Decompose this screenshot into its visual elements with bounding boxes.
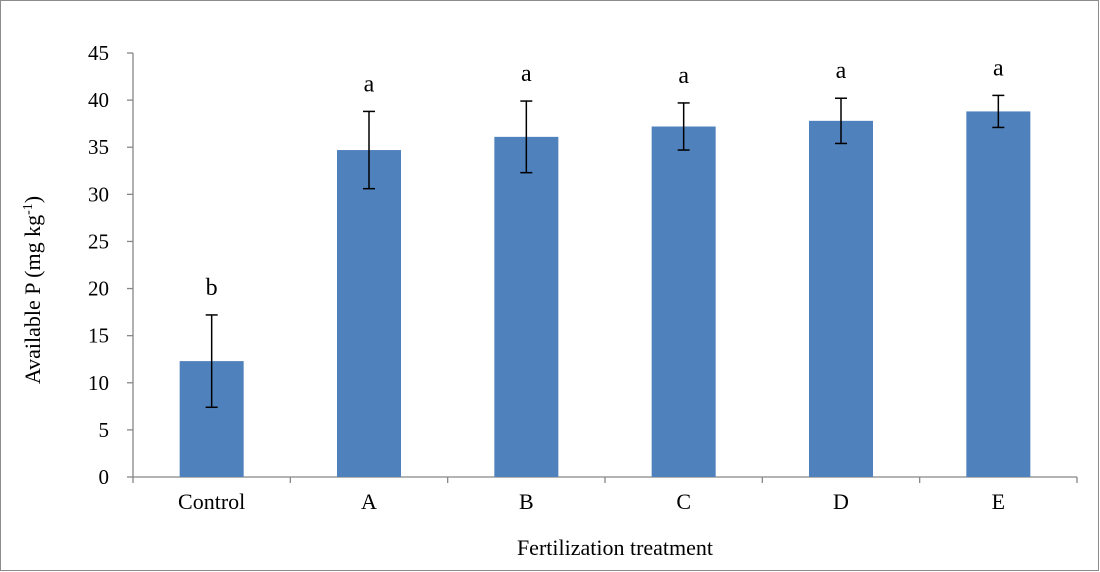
error-bars <box>205 94 1005 409</box>
y-tick-label: 30 <box>88 182 109 206</box>
y-axis-title-close: ) <box>20 196 45 203</box>
x-category-label: Control <box>178 489 245 514</box>
bar <box>651 126 716 477</box>
y-tick-label: 35 <box>88 135 109 159</box>
y-axis: 0 5 10 15 20 25 30 35 40 45 <box>88 41 134 489</box>
significance-label: a <box>521 61 532 87</box>
x-category-label: E <box>992 489 1005 514</box>
y-tick-label: 5 <box>99 418 110 442</box>
significance-label: a <box>993 55 1004 81</box>
bar <box>966 111 1031 477</box>
x-axis-title: Fertilization treatment <box>517 535 713 560</box>
y-tick-label: 15 <box>88 324 109 348</box>
significance-label: a <box>364 71 375 97</box>
bar <box>809 120 873 477</box>
y-axis-title-superscript: -1 <box>21 203 36 215</box>
y-axis-title: Available P (mg kg-1) <box>20 196 45 384</box>
y-tick-label: 20 <box>88 277 109 301</box>
y-tick-label: 10 <box>88 371 109 395</box>
significance-labels: b a a a a a <box>206 55 1004 301</box>
y-tick-label: 40 <box>88 88 109 112</box>
y-tick-label: 0 <box>99 465 110 489</box>
bars <box>179 111 1031 477</box>
y-tick-label: 45 <box>88 41 109 65</box>
x-axis: Control A B C D E <box>132 476 1078 514</box>
significance-label: a <box>836 58 847 84</box>
x-category-label: D <box>833 489 849 514</box>
x-category-label: A <box>361 489 377 514</box>
y-tick-label: 25 <box>88 229 109 253</box>
bar <box>494 136 559 477</box>
bar <box>337 150 401 477</box>
x-category-label: C <box>676 489 691 514</box>
x-category-label: B <box>519 489 534 514</box>
y-axis-title-text: Available P (mg kg <box>20 215 45 384</box>
significance-label: a <box>678 63 689 89</box>
significance-label: b <box>206 275 218 301</box>
